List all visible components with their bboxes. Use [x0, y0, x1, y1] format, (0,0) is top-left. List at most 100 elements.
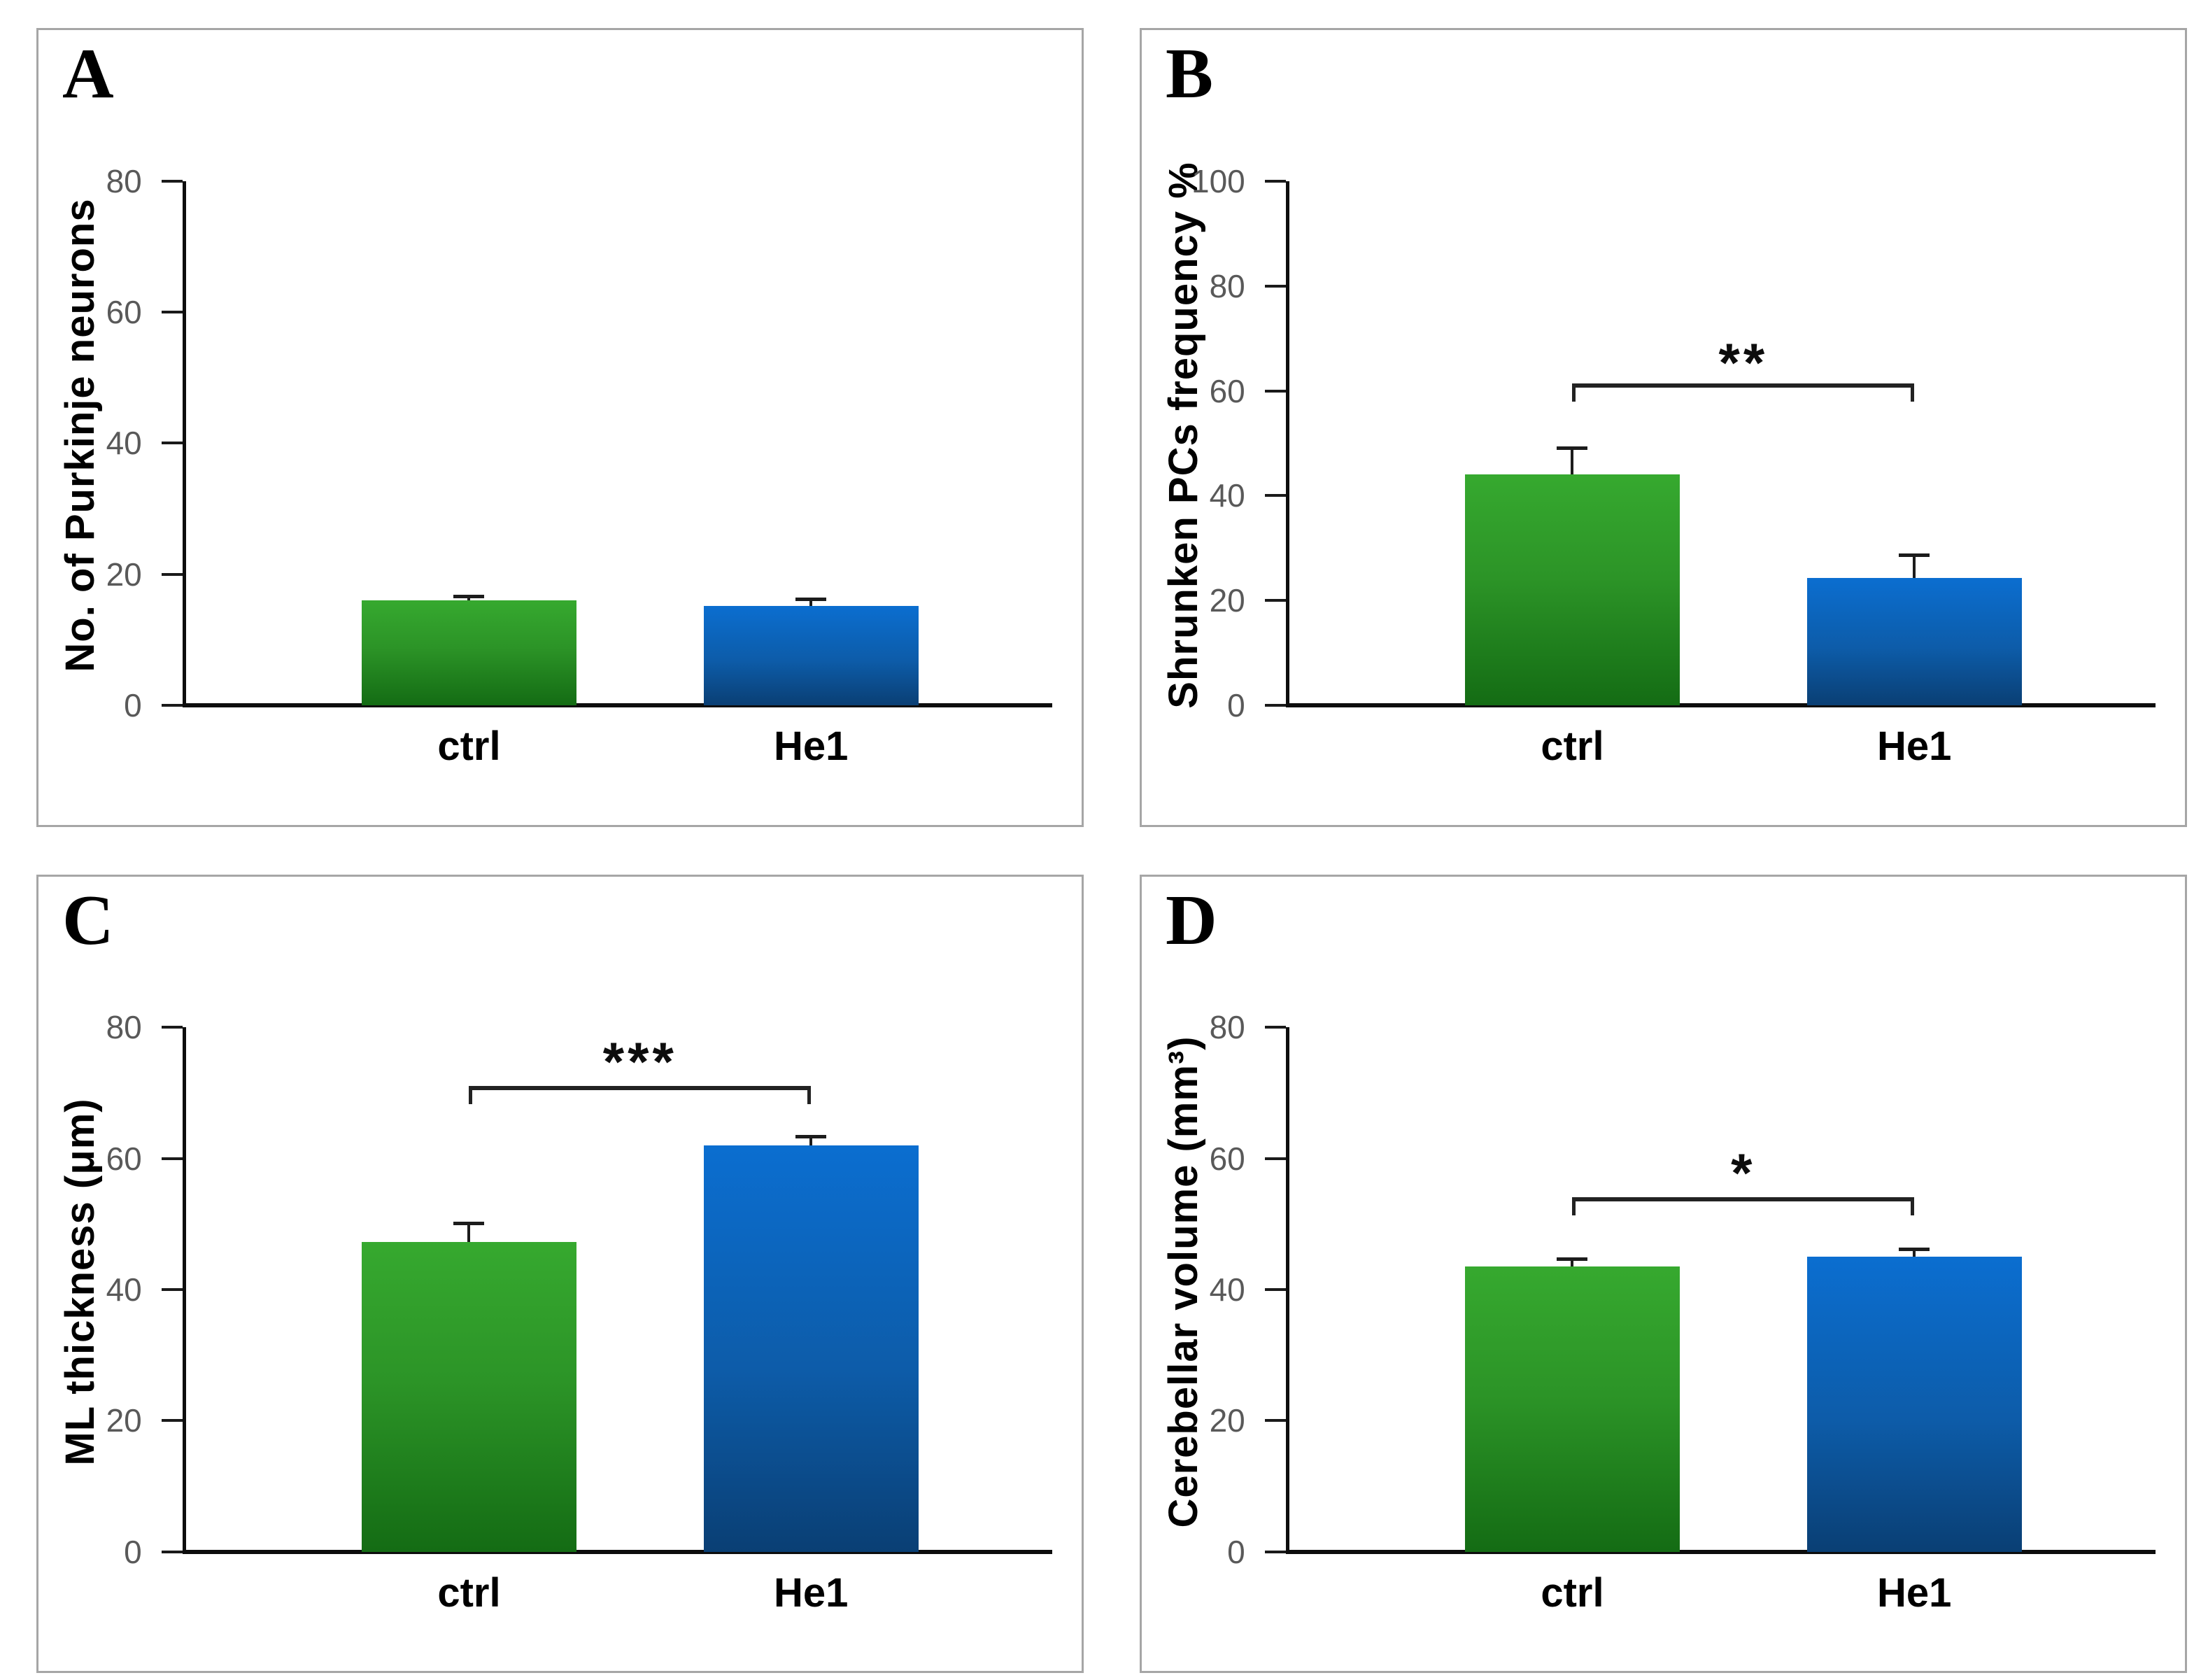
- y-axis-tick: [1264, 1550, 1286, 1553]
- error-bar-line: [467, 596, 471, 601]
- y-axis-tick-label: 80: [106, 162, 142, 199]
- x-category-label-He1: He1: [773, 1569, 849, 1616]
- error-bar-cap: [453, 594, 485, 598]
- error-bar-cap: [1557, 1257, 1588, 1261]
- bar-ctrl: [1464, 474, 1680, 706]
- panel-label-a: A: [62, 34, 114, 113]
- x-category-label-ctrl: ctrl: [437, 1569, 501, 1616]
- y-axis-tick: [1264, 1419, 1286, 1423]
- y-axis-tick: [161, 704, 183, 707]
- y-axis-tick-label: 40: [1209, 477, 1245, 514]
- y-axis-tick: [161, 1157, 183, 1160]
- error-bar-line: [1913, 1249, 1916, 1257]
- y-axis-line: [1285, 181, 1289, 706]
- bar-He1: [703, 1145, 919, 1552]
- y-axis-tick: [161, 1550, 183, 1553]
- y-axis-tick-label: 40: [106, 1271, 142, 1308]
- panel-a: A No. of Purkinje neurons 0 20 40 60 80 ctrl H…: [36, 28, 1084, 827]
- y-axis-tick: [1264, 599, 1286, 602]
- error-bar-line: [1571, 1259, 1574, 1267]
- panel-label-b: B: [1166, 34, 1214, 113]
- error-bar-cap: [1557, 446, 1588, 450]
- x-axis-line: [1285, 703, 2156, 708]
- error-bar-line: [809, 1136, 813, 1145]
- y-axis-tick: [1264, 1157, 1286, 1160]
- y-axis-tick: [1264, 179, 1286, 183]
- y-axis-tick-label: 60: [1209, 1140, 1245, 1177]
- panel-d: D Cerebellar volume (mm³) 0 20 40 60 80 ctrl H…: [1140, 874, 2187, 1673]
- y-axis-line: [182, 181, 186, 706]
- y-axis-tick-label: 40: [106, 425, 142, 462]
- y-axis-tick: [161, 1026, 183, 1029]
- y-axis-tick: [1264, 389, 1286, 393]
- plot-area-b: 0 20 40 60 80 100 ctrl He1 **: [1191, 165, 2156, 767]
- x-category-label-ctrl: ctrl: [1541, 723, 1604, 770]
- y-axis-tick-label: 80: [106, 1009, 142, 1046]
- y-axis-tick: [161, 311, 183, 314]
- bar-ctrl: [1464, 1266, 1680, 1552]
- y-axis-tick: [1264, 704, 1286, 707]
- x-category-label-He1: He1: [1876, 1569, 1952, 1616]
- y-axis-line: [182, 1027, 186, 1552]
- error-bar-line: [1571, 448, 1574, 475]
- y-axis-tick-label: 20: [1209, 1402, 1245, 1439]
- y-axis-tick: [161, 1287, 183, 1291]
- y-axis-tick: [1264, 1026, 1286, 1029]
- bar-ctrl: [361, 600, 577, 706]
- significance-stars: **: [1718, 331, 1769, 393]
- y-axis-title-b: Shrunken PCs frequency %: [1161, 162, 1206, 709]
- plot-area-c: 0 20 40 60 80 ctrl He1 ***: [106, 1011, 1053, 1613]
- y-axis-line: [1285, 1027, 1289, 1552]
- panel-b: B Shrunken PCs frequency % 0 20 40 60 80 100 c…: [1140, 28, 2187, 827]
- y-axis-tick-label: 0: [1227, 687, 1245, 724]
- y-axis-tick-label: 20: [106, 1402, 142, 1439]
- significance-bracket: [1572, 383, 1915, 402]
- error-bar-cap: [795, 598, 827, 602]
- bar-He1: [703, 605, 919, 706]
- error-bar-line: [467, 1224, 471, 1242]
- y-axis-tick: [161, 442, 183, 445]
- x-category-label-He1: He1: [1876, 723, 1952, 770]
- y-axis-tick: [1264, 284, 1286, 288]
- y-axis-tick-label: 80: [1209, 1009, 1245, 1046]
- error-bar-line: [809, 600, 813, 606]
- y-axis-tick-label: 20: [106, 556, 142, 593]
- y-axis-tick-label: 40: [1209, 1271, 1245, 1308]
- panel-label-c: C: [62, 880, 114, 960]
- error-bar-cap: [795, 1134, 827, 1138]
- y-axis-tick-label: 60: [1209, 372, 1245, 409]
- significance-bracket: [1572, 1197, 1915, 1216]
- bar-He1: [1806, 1257, 2022, 1552]
- y-axis-tick: [161, 1419, 183, 1423]
- x-axis-line: [182, 1549, 1053, 1554]
- y-axis-tick-label: 60: [106, 1140, 142, 1177]
- x-category-label-He1: He1: [773, 723, 849, 770]
- y-axis-tick-label: 20: [1209, 582, 1245, 619]
- plot-area-d: 0 20 40 60 80 ctrl He1 *: [1210, 1011, 2156, 1613]
- bar-ctrl: [361, 1241, 577, 1552]
- error-bar-cap: [1899, 1247, 1930, 1251]
- significance-stars: ***: [602, 1030, 677, 1092]
- y-axis-tick-label: 60: [106, 294, 142, 331]
- error-bar-line: [1913, 555, 1916, 579]
- panel-label-d: D: [1166, 880, 1217, 960]
- panel-c: C ML thickness (μm) 0 20 40 60 80 ctrl He1 ***: [36, 874, 1084, 1673]
- y-axis-tick-label: 0: [1227, 1533, 1245, 1570]
- bar-He1: [1806, 578, 2022, 706]
- y-axis-tick: [1264, 1287, 1286, 1291]
- y-axis-tick: [1264, 494, 1286, 497]
- x-category-label-ctrl: ctrl: [1541, 1569, 1604, 1616]
- y-axis-tick: [161, 179, 183, 183]
- x-axis-line: [1285, 1549, 2156, 1554]
- y-axis-tick-label: 80: [1209, 267, 1245, 304]
- significance-stars: *: [1731, 1141, 1756, 1203]
- y-axis-tick: [161, 572, 183, 576]
- x-axis-line: [182, 703, 1053, 708]
- y-axis-tick-label: 100: [1191, 162, 1245, 199]
- plot-area-a: 0 20 40 60 80 ctrl He1: [106, 165, 1053, 767]
- error-bar-cap: [453, 1222, 485, 1226]
- significance-bracket: [469, 1085, 812, 1104]
- x-category-label-ctrl: ctrl: [437, 723, 501, 770]
- y-axis-tick-label: 0: [124, 1533, 142, 1570]
